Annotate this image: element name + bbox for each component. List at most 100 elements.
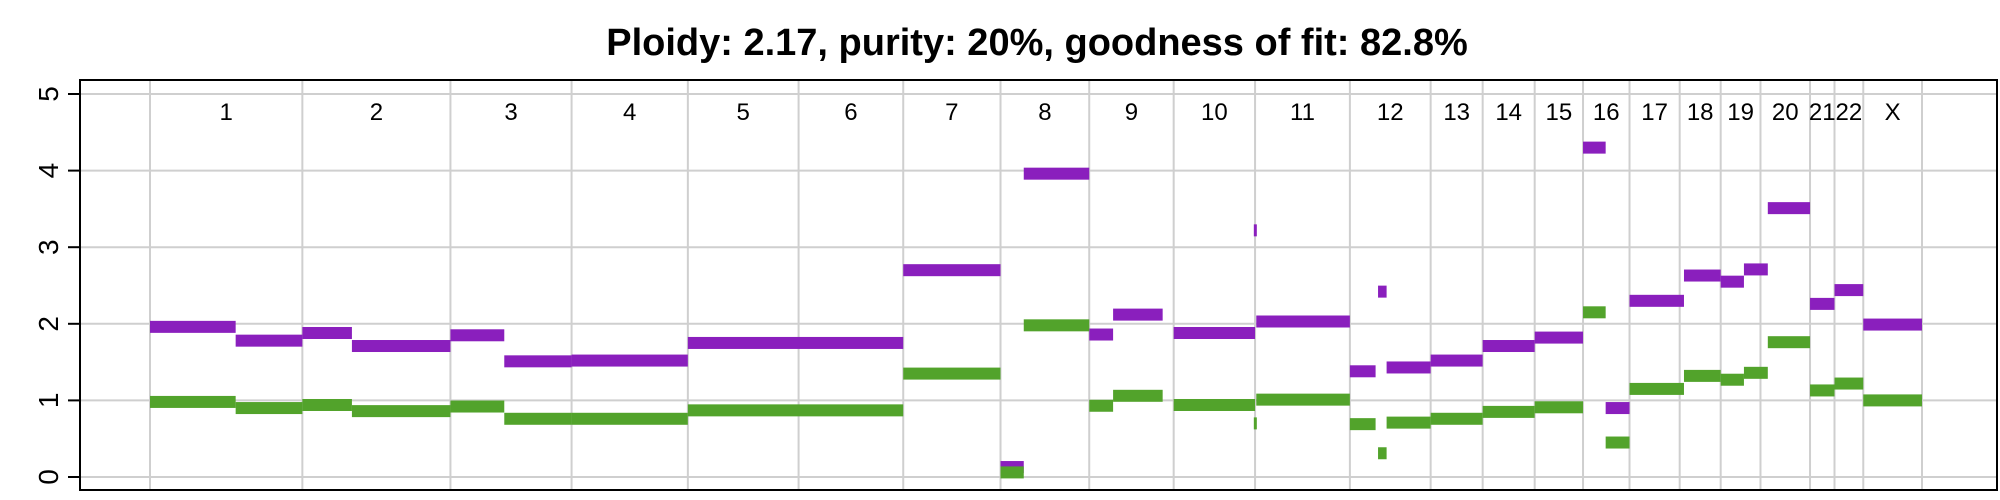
grid-lines — [80, 80, 1997, 490]
minor-copy-number-segment — [1378, 447, 1387, 460]
y-tick-label-2: 2 — [33, 316, 64, 332]
total-copy-number-segment — [1583, 141, 1606, 154]
chromosome-label-12: 12 — [1377, 99, 1404, 126]
chromosome-label-2: 2 — [370, 99, 383, 126]
total-copy-number-segment — [504, 355, 572, 368]
minor-copy-number-segment — [1720, 373, 1744, 386]
total-copy-number-segment — [1089, 328, 1114, 341]
chromosome-label-15: 15 — [1545, 99, 1572, 126]
minor-copy-number-segment — [1253, 417, 1257, 430]
y-tick-label-5: 5 — [33, 86, 64, 102]
total-copy-number-segment — [1253, 224, 1257, 237]
total-copy-number-segment — [1629, 294, 1684, 307]
copy-number-segments — [150, 141, 1922, 479]
total-copy-number-segment — [1430, 354, 1483, 367]
total-copy-number-segment — [1113, 308, 1163, 321]
minor-copy-number-segment — [1605, 436, 1630, 449]
chromosome-label-13: 13 — [1443, 99, 1470, 126]
minor-copy-number-segment — [1482, 405, 1535, 418]
minor-copy-number-segment — [1023, 319, 1090, 332]
chromosome-label-20: 20 — [1772, 99, 1799, 126]
minor-copy-number-segment — [504, 412, 572, 425]
minor-copy-number-segment — [1767, 336, 1811, 349]
minor-copy-number-segment — [1863, 394, 1922, 407]
minor-copy-number-segment — [1430, 412, 1483, 425]
total-copy-number-segment — [1349, 365, 1376, 378]
total-copy-number-segment — [903, 264, 1001, 277]
total-copy-number-segment — [1386, 361, 1431, 374]
total-copy-number-segment — [302, 326, 352, 339]
minor-copy-number-segment — [1743, 366, 1768, 379]
chromosome-label-8: 8 — [1038, 99, 1051, 126]
minor-copy-number-segment — [302, 398, 352, 411]
chromosome-label-10: 10 — [1201, 99, 1228, 126]
y-tick-label-1: 1 — [33, 393, 64, 409]
minor-copy-number-segment — [450, 400, 505, 413]
minor-copy-number-segment — [1834, 377, 1864, 390]
chromosome-label-5: 5 — [737, 99, 750, 126]
chromosome-label-11: 11 — [1290, 99, 1315, 126]
total-copy-number-segment — [1534, 331, 1584, 344]
chromosome-label-17: 17 — [1641, 99, 1668, 126]
chromosome-label-X: X — [1885, 99, 1901, 126]
minor-copy-number-segment — [571, 412, 688, 425]
chromosome-labels: 1 2 3 4 5 6 7 8 9 10 11 12 13 14 15 16 17 18 19 20 21 22 X — [219, 99, 1900, 126]
chromosome-label-18: 18 — [1687, 99, 1714, 126]
minor-copy-number-segment — [1000, 466, 1024, 479]
total-copy-number-segment — [1256, 315, 1350, 328]
minor-copy-number-segment — [903, 367, 1001, 380]
minor-copy-number-segment — [1386, 416, 1431, 429]
minor-copy-number-segment — [1534, 401, 1584, 414]
y-axis: 0 1 2 3 4 5 — [33, 80, 81, 490]
chromosome-label-3: 3 — [504, 99, 517, 126]
chart-title: Ploidy: 2.17, purity: 20%, goodness of f… — [606, 22, 1468, 64]
total-copy-number-segment — [571, 354, 688, 367]
total-copy-number-segment — [1810, 297, 1835, 310]
total-copy-number-segment — [1834, 284, 1864, 297]
chromosome-label-4: 4 — [623, 99, 636, 126]
chromosome-label-1: 1 — [219, 99, 232, 126]
minor-copy-number-segment — [1683, 369, 1721, 382]
chromosome-label-19: 19 — [1727, 99, 1754, 126]
total-copy-number-segment — [1743, 263, 1768, 276]
total-copy-number-segment — [1605, 402, 1630, 415]
minor-copy-number-segment — [150, 395, 236, 408]
chromosome-label-21: 21 — [1809, 99, 1836, 126]
minor-copy-number-segment — [351, 405, 451, 418]
chromosome-label-22: 22 — [1836, 99, 1863, 126]
total-copy-number-segment — [235, 334, 303, 347]
minor-copy-number-segment — [1173, 398, 1256, 411]
total-copy-number-segment — [351, 340, 451, 353]
y-tick-label-0: 0 — [33, 469, 64, 485]
minor-copy-number-segment — [1810, 384, 1835, 397]
y-tick-label-4: 4 — [33, 163, 64, 179]
minor-copy-number-segment — [687, 404, 904, 417]
total-copy-number-segment — [1173, 326, 1256, 339]
chromosome-label-6: 6 — [844, 99, 857, 126]
total-copy-number-segment — [1023, 167, 1090, 180]
chromosome-label-7: 7 — [945, 99, 958, 126]
plot-frame — [79, 79, 1998, 491]
total-copy-number-segment — [1863, 318, 1922, 331]
total-copy-number-segment — [687, 336, 904, 349]
minor-copy-number-segment — [1113, 389, 1163, 402]
total-copy-number-segment — [1683, 269, 1721, 282]
chromosome-label-14: 14 — [1495, 99, 1522, 126]
total-copy-number-segment — [450, 329, 505, 342]
total-copy-number-segment — [1720, 275, 1744, 288]
minor-copy-number-segment — [1089, 399, 1114, 412]
total-copy-number-segment — [1767, 202, 1811, 215]
minor-copy-number-segment — [1629, 382, 1684, 395]
total-copy-number-segment — [1482, 340, 1535, 353]
minor-copy-number-segment — [235, 402, 303, 415]
y-tick-label-3: 3 — [33, 239, 64, 255]
total-copy-number-segment — [150, 320, 236, 333]
minor-copy-number-segment — [1256, 393, 1350, 406]
total-copy-number-segment — [1378, 285, 1387, 298]
chromosome-label-16: 16 — [1593, 99, 1620, 126]
minor-copy-number-segment — [1583, 306, 1606, 319]
minor-copy-number-segment — [1349, 418, 1376, 431]
chromosome-label-9: 9 — [1125, 99, 1138, 126]
